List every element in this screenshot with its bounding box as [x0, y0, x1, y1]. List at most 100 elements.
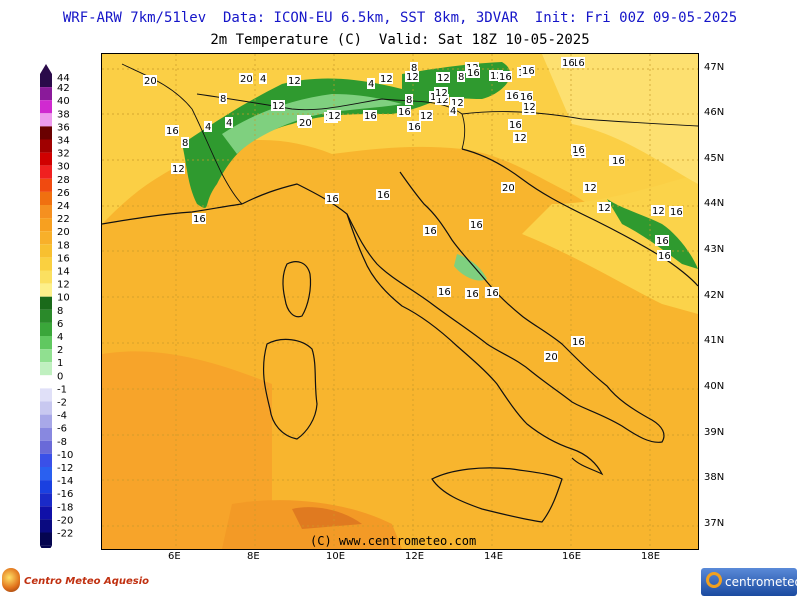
contour-label-bg: [571, 144, 585, 155]
contour-label-bg: [571, 336, 585, 347]
contour-label: 12: [420, 111, 433, 122]
contour-label: 16: [506, 91, 519, 102]
contour-label-bg: [466, 67, 480, 78]
legend-label: 34: [57, 136, 70, 147]
contour-label-bg: [287, 75, 301, 86]
logo-right-text: centrometeo: [725, 575, 800, 589]
contour-label: 12: [490, 71, 503, 82]
legend-swatch: [40, 349, 52, 363]
longitude-label: 6E: [168, 551, 181, 562]
contour-label: 16: [612, 156, 625, 167]
legend-swatch: [40, 322, 52, 336]
legend-label: -2: [57, 398, 67, 409]
contour-label: 4: [368, 79, 374, 90]
legend-swatch: [40, 427, 52, 441]
legend-swatch: [40, 440, 52, 454]
contour-label: 20: [545, 352, 558, 363]
contour-label: 16: [193, 214, 206, 225]
latitude-label: 38N: [704, 472, 725, 483]
contour-label: 8: [458, 72, 464, 83]
legend-label: 28: [57, 175, 70, 186]
contour-label: 20: [144, 76, 157, 87]
legend-swatch: [40, 375, 52, 389]
longitude-label: 14E: [484, 551, 504, 562]
east-alps-cold-area: [402, 62, 511, 99]
contour-label: 4: [226, 118, 232, 129]
contour-label-bg: [434, 87, 448, 98]
legend-swatch: [40, 165, 52, 179]
contour-label: 8: [406, 95, 412, 106]
contour-label: 16: [572, 145, 585, 156]
contour-label-bg: [465, 288, 479, 299]
legend-swatch: [40, 74, 52, 88]
centro-meteo-aquesio-logo[interactable]: Centro Meteo Aquesio: [2, 568, 149, 596]
legend-swatch: [40, 296, 52, 310]
contour-label-bg: [423, 225, 437, 236]
legend-swatch: [40, 388, 52, 402]
legend-swatch: [40, 270, 52, 284]
legend-swatch: [40, 178, 52, 192]
contour-label: 16: [398, 107, 411, 118]
legend-label: 44: [57, 73, 70, 84]
header-field-valid-time: 2m Temperature (C) Valid: Sat 18Z 10-05-…: [210, 32, 590, 48]
contour-label: 16: [377, 190, 390, 201]
contour-label-bg: [325, 193, 339, 204]
contour-label: 16: [522, 66, 535, 77]
legend-swatch: [40, 218, 52, 232]
legend-swatch: [40, 480, 52, 494]
centrometeo-logo[interactable]: centrometeo: [701, 568, 800, 596]
latitude-label: 40N: [704, 381, 725, 392]
contour-label-bg: [489, 70, 503, 81]
contour-label: 12: [272, 101, 285, 112]
sicily-coastline: [431, 467, 563, 523]
contour-label-bg: [485, 287, 499, 298]
contour-label: 20: [502, 183, 515, 194]
legend-label: 20: [57, 227, 70, 238]
contour-label: 16: [499, 72, 512, 83]
contour-label: 12: [436, 95, 449, 106]
contour-label: 16: [166, 126, 179, 137]
legend-label: -6: [57, 424, 67, 435]
contour-label-bg: [259, 73, 267, 84]
contour-label-bg: [655, 235, 669, 246]
contour-label: 16: [424, 226, 437, 237]
latitude-label: 43N: [704, 244, 725, 255]
italy-west-coast: [346, 213, 604, 476]
longitude-label: 18E: [641, 551, 661, 562]
contour-label-bg: [407, 121, 421, 132]
legend-label: 24: [57, 201, 70, 212]
contour-label: 16: [466, 289, 479, 300]
longitude-label: 10E: [326, 551, 346, 562]
legend-swatch: [40, 100, 52, 114]
legend-label: 2: [57, 345, 63, 356]
cooler-area-slovenia: [542, 54, 698, 184]
legend-swatch: [40, 467, 52, 481]
contour-label-bg: [410, 62, 418, 73]
ring-logo-icon: [706, 572, 722, 588]
legend-label: 18: [57, 240, 70, 251]
legend-swatch: [40, 126, 52, 140]
legend-label: -16: [57, 489, 73, 500]
legend-label: -1: [57, 384, 67, 395]
contour-label-bg: [651, 205, 665, 216]
contour-label: 16: [658, 251, 671, 262]
legend-swatch: [40, 139, 52, 153]
legend-label: 22: [57, 214, 70, 225]
contour-label-bg: [521, 65, 535, 76]
legend-label: 36: [57, 122, 70, 133]
legend-swatch: [40, 205, 52, 219]
legend-swatch: [40, 336, 52, 350]
contour-label-bg: [363, 110, 377, 121]
contour-label: 20: [299, 118, 312, 129]
contour-label: 12: [435, 88, 448, 99]
contour-label: 12: [437, 73, 450, 84]
legend-swatch: [40, 414, 52, 428]
contour-label-bg: [436, 72, 450, 83]
legend-label: -12: [57, 463, 73, 474]
contour-label: 16: [572, 58, 585, 69]
legend-label: 26: [57, 188, 70, 199]
contour-label: 8: [182, 138, 188, 149]
sardinia-coastline: [262, 338, 318, 440]
legend-colorbar: 4442403836343230282624222018161412108642…: [40, 64, 73, 556]
legend-label: 38: [57, 109, 70, 120]
